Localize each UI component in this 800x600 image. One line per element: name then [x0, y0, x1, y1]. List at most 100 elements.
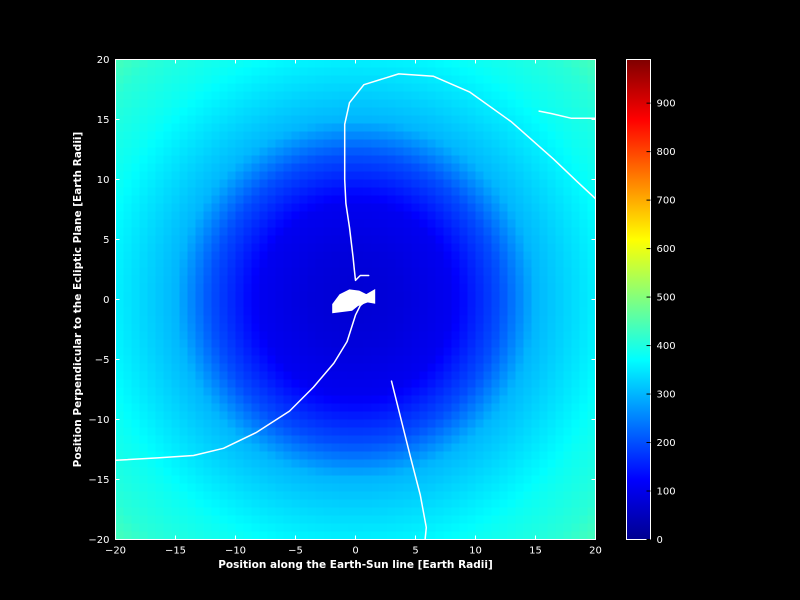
heatmap-cell	[235, 443, 245, 453]
heatmap-cell	[187, 259, 197, 269]
heatmap-cell	[491, 67, 501, 77]
heatmap-cell	[251, 331, 261, 341]
heatmap-cell	[459, 515, 469, 525]
heatmap-cell	[435, 179, 445, 189]
heatmap-cell	[291, 427, 301, 437]
heatmap-cell	[555, 67, 565, 77]
heatmap-cell	[395, 499, 405, 509]
heatmap-cell	[163, 235, 173, 245]
heatmap-cell	[291, 475, 301, 485]
heatmap-cell	[515, 291, 525, 301]
heatmap-cell	[203, 91, 213, 101]
heatmap-cell	[299, 315, 309, 325]
heatmap-cell	[211, 91, 221, 101]
heatmap-cell	[115, 443, 125, 453]
heatmap-cell	[203, 491, 213, 501]
heatmap-cell	[507, 99, 517, 109]
heatmap-cell	[259, 339, 269, 349]
heatmap-cell	[227, 515, 237, 525]
heatmap-cell	[371, 267, 381, 277]
heatmap-cell	[515, 139, 525, 149]
heatmap-cell	[267, 259, 277, 269]
heatmap-cell	[203, 379, 213, 389]
heatmap-cell	[315, 219, 325, 229]
heatmap-cell	[467, 307, 477, 317]
heatmap-cell	[123, 435, 133, 445]
heatmap-cell	[147, 443, 157, 453]
heatmap-cell	[443, 299, 453, 309]
heatmap-cell	[371, 419, 381, 429]
heatmap-cell	[115, 467, 125, 477]
heatmap-cell	[307, 403, 317, 413]
heatmap-cell	[163, 339, 173, 349]
heatmap-cell	[411, 91, 421, 101]
heatmap-cell	[195, 147, 205, 157]
heatmap-cell	[571, 147, 581, 157]
heatmap-cell	[555, 483, 565, 493]
heatmap-cell	[171, 187, 181, 197]
heatmap-cell	[467, 91, 477, 101]
heatmap-cell	[299, 459, 309, 469]
heatmap-cell	[587, 211, 596, 221]
heatmap-cell	[379, 523, 389, 533]
heatmap-cell	[307, 59, 317, 69]
heatmap-cell	[339, 331, 349, 341]
heatmap-cell	[235, 403, 245, 413]
heatmap-cell	[443, 371, 453, 381]
heatmap-cell	[147, 387, 157, 397]
heatmap-cell	[467, 139, 477, 149]
heatmap-cell	[363, 147, 373, 157]
heatmap-cell	[171, 387, 181, 397]
heatmap-cell	[427, 147, 437, 157]
heatmap-cell	[179, 283, 189, 293]
heatmap-cell	[275, 427, 285, 437]
heatmap-cell	[547, 419, 557, 429]
heatmap-cell	[507, 491, 517, 501]
heatmap-cell	[563, 291, 573, 301]
heatmap-cell	[299, 523, 309, 533]
heatmap-cell	[515, 259, 525, 269]
heatmap-cell	[531, 107, 541, 117]
heatmap-cell	[387, 147, 397, 157]
trajectory-line-3	[343, 73, 596, 282]
heatmap-cell	[307, 267, 317, 277]
heatmap-cell	[323, 515, 333, 525]
heatmap-cell	[483, 59, 493, 69]
heatmap-cell	[339, 451, 349, 461]
heatmap-cell	[259, 443, 269, 453]
heatmap-cell	[179, 475, 189, 485]
heatmap-cell	[379, 75, 389, 85]
heatmap-cell	[315, 235, 325, 245]
heatmap-cell	[483, 75, 493, 85]
heatmap-cell	[571, 387, 581, 397]
heatmap-cell	[563, 339, 573, 349]
heatmap-cell	[235, 107, 245, 117]
heatmap-cell	[163, 411, 173, 421]
heatmap-cell	[523, 299, 533, 309]
heatmap-cell	[459, 411, 469, 421]
heatmap-cell	[355, 59, 365, 69]
heatmap-cell	[483, 395, 493, 405]
heatmap-cell	[539, 371, 549, 381]
heatmap-cell	[155, 123, 165, 133]
heatmap-cell	[235, 99, 245, 109]
heatmap-cell	[147, 347, 157, 357]
heatmap-cell	[283, 155, 293, 165]
heatmap-cell	[275, 411, 285, 421]
heatmap-cell	[507, 403, 517, 413]
heatmap-cell	[315, 339, 325, 349]
heatmap-cell	[195, 331, 205, 341]
heatmap-cell	[243, 499, 253, 509]
heatmap-cell	[419, 331, 429, 341]
heatmap-cell	[147, 283, 157, 293]
heatmap-cell	[331, 475, 341, 485]
colorbar-tick-label: 500	[657, 293, 676, 304]
heatmap-cell	[395, 179, 405, 189]
heatmap-cell	[451, 355, 461, 365]
heatmap-cell	[187, 123, 197, 133]
heatmap-cell	[507, 355, 517, 365]
heatmap-cell	[307, 243, 317, 253]
heatmap-cell	[411, 75, 421, 85]
heatmap-cell	[579, 387, 589, 397]
heatmap-cell	[451, 163, 461, 173]
